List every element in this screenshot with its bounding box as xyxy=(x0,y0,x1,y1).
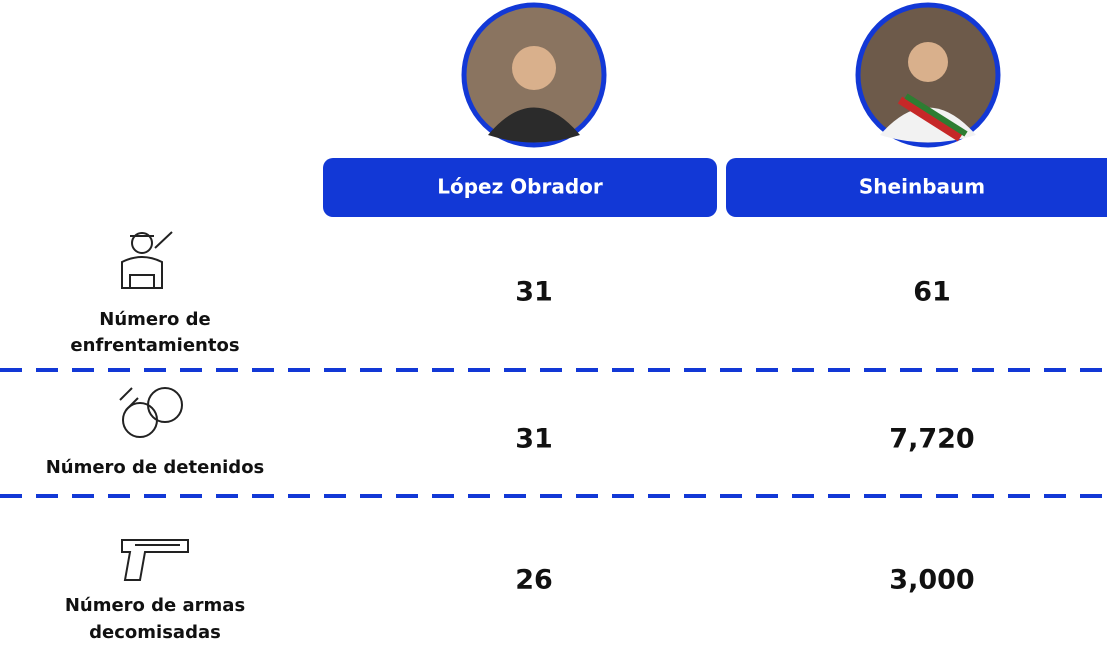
row-label: enfrentamientos xyxy=(70,335,239,356)
row-label: Número de xyxy=(99,309,210,330)
column-header: López Obrador xyxy=(437,175,603,199)
header-box xyxy=(323,158,717,217)
column-header: Sheinbaum xyxy=(859,175,985,199)
row-label: decomisadas xyxy=(89,622,221,643)
soldier-icon xyxy=(121,231,173,289)
header-box xyxy=(726,158,1107,217)
gun-icon xyxy=(121,539,189,581)
cell-value: 7,720 xyxy=(889,424,974,455)
cell-value: 3,000 xyxy=(889,565,974,596)
portrait-lopez-obrador xyxy=(461,2,607,148)
portrait-sheinbaum xyxy=(855,2,1001,148)
cell-value: 26 xyxy=(515,565,553,596)
cell-value: 61 xyxy=(913,277,951,308)
row-label: Número de detenidos xyxy=(46,457,265,478)
row-label: Número de armas xyxy=(65,595,245,616)
cell-value: 31 xyxy=(515,277,553,308)
handcuffs-icon xyxy=(119,387,183,438)
cell-value: 31 xyxy=(515,424,553,455)
